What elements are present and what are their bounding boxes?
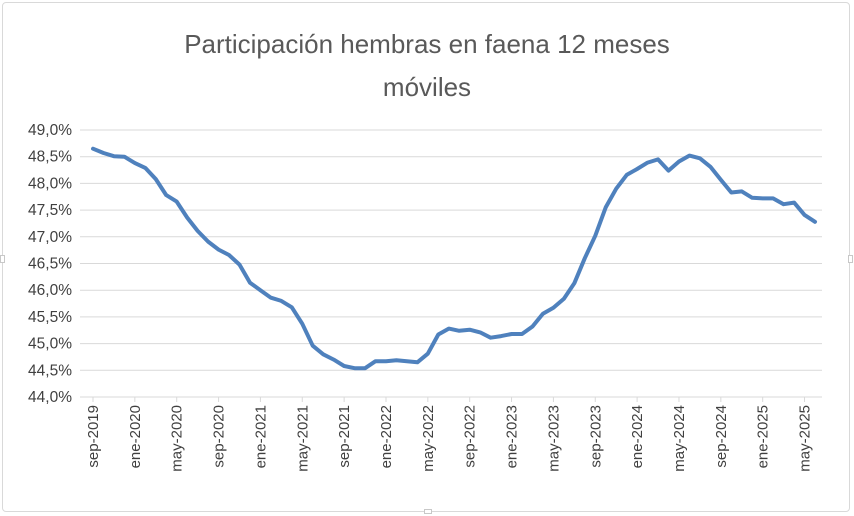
x-tick-label: may-2023 (545, 405, 562, 472)
chart-title-line-1: Participación hembras en faena 12 meses (184, 29, 670, 59)
x-tick-label: sep-2021 (336, 405, 353, 468)
y-tick-label: 48,5% (28, 149, 72, 166)
x-tick-label: sep-2023 (587, 405, 604, 468)
x-tick-label: sep-2024 (713, 405, 730, 468)
y-tick-label: 44,0% (28, 389, 72, 406)
x-tick-label: sep-2022 (462, 405, 479, 468)
x-tick-label: may-2020 (169, 405, 186, 472)
x-tick-label: may-2024 (671, 405, 688, 472)
resize-handle-left[interactable] (0, 255, 5, 263)
x-tick-label: ene-2022 (378, 405, 395, 468)
x-axis-tick-labels: sep-2019 ene-2020 may-2020 sep-2020 ene-2021… (85, 397, 814, 472)
x-tick-label: may-2025 (797, 405, 814, 472)
x-tick-label: may-2022 (420, 405, 437, 472)
series-line (91, 146, 817, 371)
y-tick-label: 44,5% (28, 362, 72, 379)
resize-handle-right[interactable] (848, 255, 853, 263)
x-tick-label: ene-2024 (629, 405, 646, 468)
y-tick-label: 49,0% (28, 122, 72, 139)
y-axis-tick-labels: 44,0% 44,5% 45,0% 45,5% 46,0% 46,5% 47,0% 47,5%… (28, 122, 72, 406)
x-tick-label: sep-2020 (211, 405, 228, 468)
y-tick-label: 46,0% (28, 282, 72, 299)
y-tick-label: 47,5% (28, 202, 72, 219)
resize-handle-bottom[interactable] (424, 509, 432, 514)
y-tick-label: 48,0% (28, 175, 72, 192)
chart-title-line-2: móviles (383, 72, 471, 102)
x-tick-label: may-2021 (294, 405, 311, 472)
x-tick-label: ene-2020 (127, 405, 144, 468)
y-tick-label: 45,5% (28, 309, 72, 326)
x-tick-label: ene-2023 (504, 405, 521, 468)
y-tick-label: 45,0% (28, 336, 72, 353)
y-tick-label: 46,5% (28, 256, 72, 273)
x-tick-label: ene-2025 (755, 405, 772, 468)
y-tick-label: 47,0% (28, 229, 72, 246)
gridlines (80, 129, 822, 398)
x-tick-label: ene-2021 (252, 405, 269, 468)
x-tick-label: sep-2019 (85, 405, 102, 468)
